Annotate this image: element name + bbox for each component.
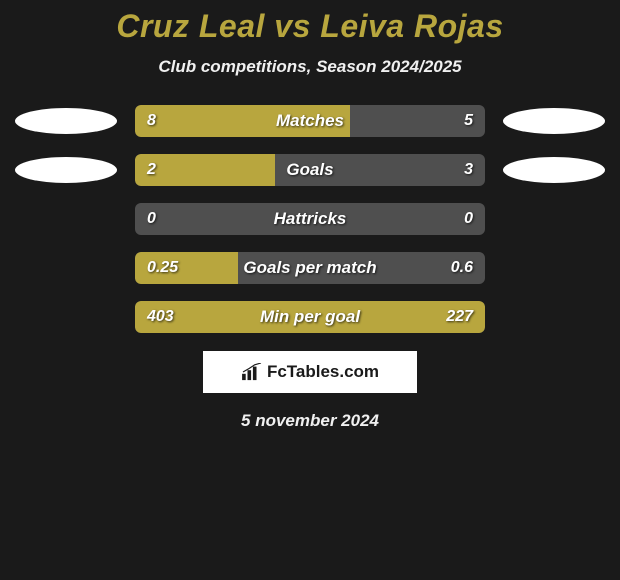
player-badge-right [503,157,605,183]
stat-row: 8 Matches 5 [0,105,620,137]
stat-bar: 0.25 Goals per match 0.6 [135,252,485,284]
page-title: Cruz Leal vs Leiva Rojas [0,8,620,45]
source-logo[interactable]: FcTables.com [203,351,417,393]
stat-bar: 0 Hattricks 0 [135,203,485,235]
stat-left-value: 0.25 [147,259,178,277]
badge-spacer [15,206,117,232]
stat-label: Min per goal [260,307,360,327]
subtitle: Club competitions, Season 2024/2025 [0,57,620,77]
stat-right-value: 227 [446,308,473,326]
stat-right-value: 0 [464,210,473,228]
badge-spacer [503,206,605,232]
stat-right-value: 0.6 [451,259,473,277]
badge-spacer [15,255,117,281]
player-badge-left [15,157,117,183]
stat-right-value: 5 [464,112,473,130]
player-badge-left [15,108,117,134]
stat-left-value: 403 [147,308,174,326]
date-label: 5 november 2024 [0,411,620,431]
stat-row: 0 Hattricks 0 [0,203,620,235]
stat-label: Matches [276,111,344,131]
bar-fill [135,154,275,186]
stats-list: 8 Matches 5 2 Goals 3 0 Hattricks 0 0.25 Goals per… [0,105,620,333]
badge-spacer [15,304,117,330]
logo-text: FcTables.com [267,362,379,382]
chart-icon [241,363,263,381]
stat-left-value: 2 [147,161,156,179]
stat-right-value: 3 [464,161,473,179]
stat-label: Goals [286,160,333,180]
badge-spacer [503,255,605,281]
stat-bar: 403 Min per goal 227 [135,301,485,333]
badge-spacer [503,304,605,330]
stat-row: 403 Min per goal 227 [0,301,620,333]
stat-left-value: 8 [147,112,156,130]
comparison-widget: Cruz Leal vs Leiva Rojas Club competitio… [0,0,620,431]
stat-label: Hattricks [274,209,347,229]
stat-bar: 2 Goals 3 [135,154,485,186]
stat-label: Goals per match [243,258,376,278]
player-badge-right [503,108,605,134]
stat-left-value: 0 [147,210,156,228]
stat-row: 2 Goals 3 [0,154,620,186]
stat-bar: 8 Matches 5 [135,105,485,137]
stat-row: 0.25 Goals per match 0.6 [0,252,620,284]
